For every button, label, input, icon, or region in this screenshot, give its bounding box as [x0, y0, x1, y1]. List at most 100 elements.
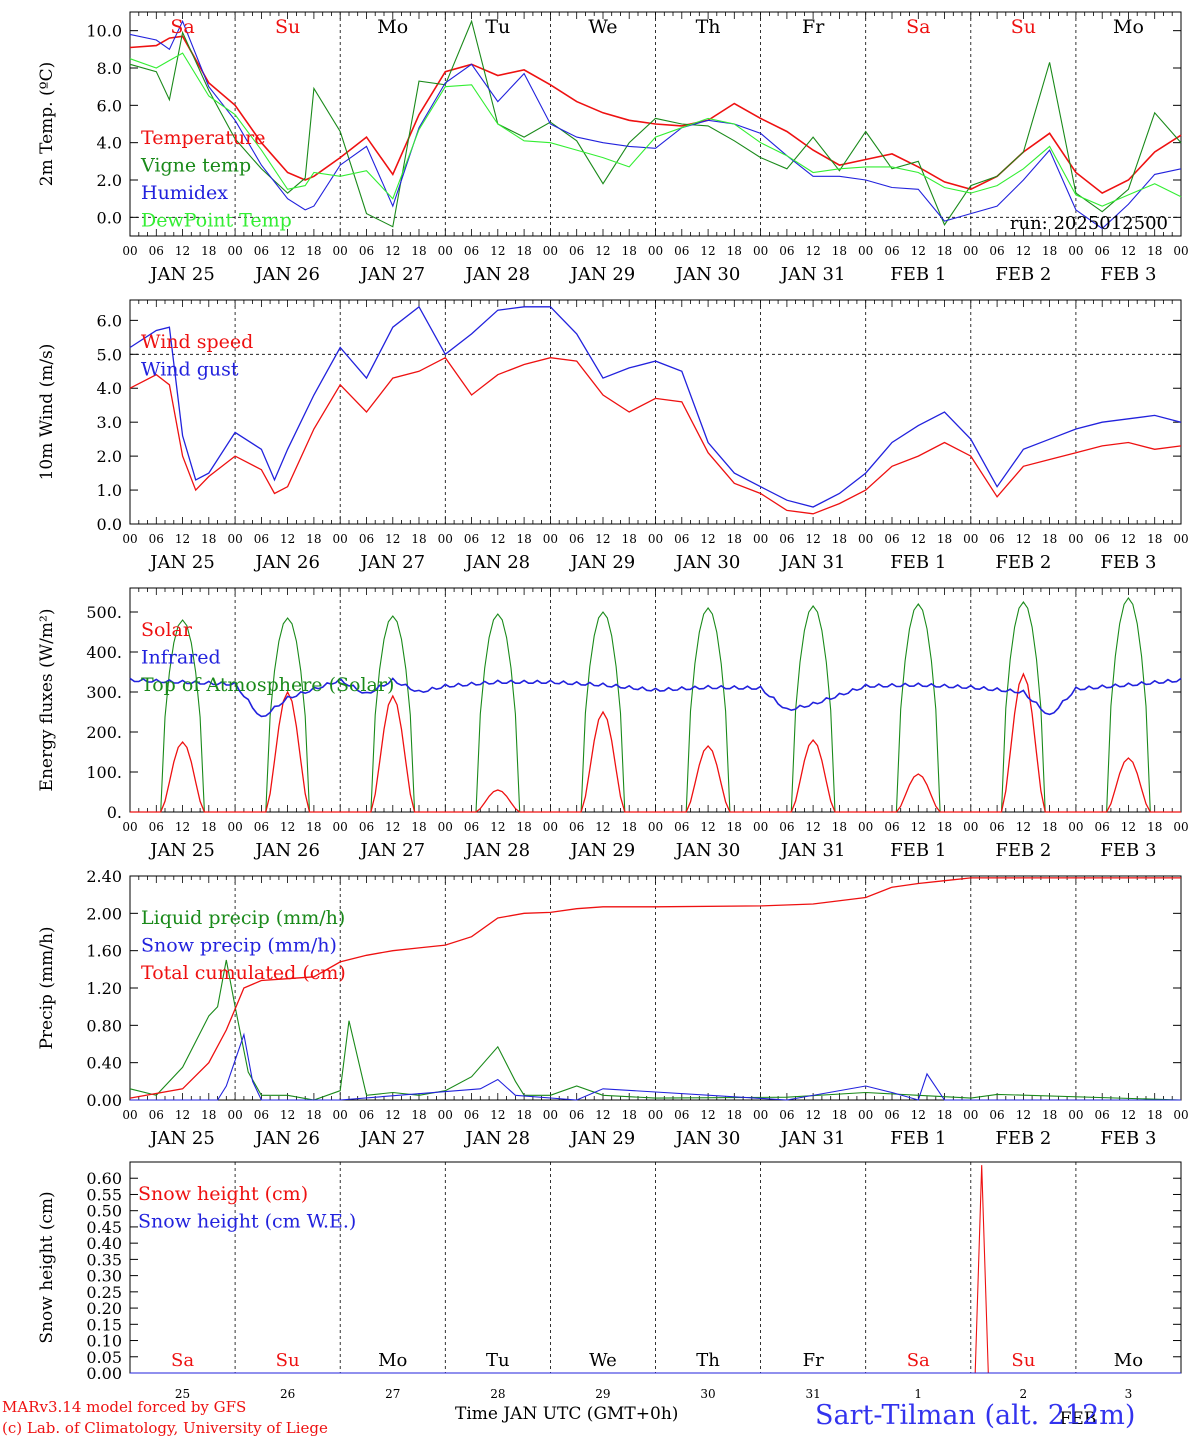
hour-label: 06 — [569, 532, 584, 546]
date-label: JAN 31 — [779, 264, 846, 285]
hour-label: 18 — [1042, 1108, 1057, 1122]
y-tick-label: 0.50 — [86, 1202, 122, 1221]
hour-label: 18 — [832, 532, 847, 546]
date-label: JAN 26 — [253, 552, 320, 573]
hour-label: 18 — [411, 532, 426, 546]
hour-label: 12 — [1121, 1108, 1136, 1122]
hour-label: 06 — [1095, 532, 1110, 546]
station-label: Sart-Tilman (alt. 212m) — [815, 1400, 1136, 1431]
hour-label: 12 — [1016, 820, 1031, 834]
hour-label: 18 — [937, 820, 952, 834]
weekday-label: We — [589, 1350, 617, 1371]
hour-label: 12 — [1016, 244, 1031, 258]
date-label: JAN 29 — [569, 1128, 636, 1149]
date-label: JAN 26 — [253, 264, 320, 285]
hour-label: 12 — [806, 820, 821, 834]
credit-lab: (c) Lab. of Climatology, University of L… — [2, 1419, 328, 1437]
hour-label: 00 — [1173, 244, 1188, 258]
hour-label: 06 — [359, 532, 374, 546]
series-line-solar — [130, 672, 1181, 813]
hour-label: 06 — [149, 820, 164, 834]
hour-label: 12 — [280, 532, 295, 546]
hour-label: 18 — [727, 1108, 742, 1122]
hour-label: 06 — [254, 244, 269, 258]
hour-label: 06 — [254, 532, 269, 546]
hour-label: 06 — [359, 244, 374, 258]
hour-label: 18 — [832, 1108, 847, 1122]
hour-label: 12 — [700, 532, 715, 546]
weekday-label: Mo — [378, 1350, 407, 1371]
weekday-label: Fr — [803, 1350, 824, 1371]
hour-label: 00 — [227, 532, 242, 546]
legend-entry: Humidex — [141, 182, 228, 204]
hour-label: 00 — [543, 532, 558, 546]
panel-frame-2 — [129, 299, 1182, 525]
hour-label: 12 — [911, 820, 926, 834]
hour-label: 06 — [1095, 244, 1110, 258]
hour-label: 18 — [937, 532, 952, 546]
series-line-humidex — [129, 19, 1182, 230]
hour-ticks — [129, 588, 1182, 812]
hour-label: 00 — [1068, 244, 1083, 258]
date-label: FEB 1 — [890, 1128, 946, 1149]
y-tick-label: 0.0 — [97, 208, 122, 227]
weekday-label: We — [588, 16, 617, 38]
y-tick-label: 4.0 — [97, 379, 122, 398]
legend-entry: Solar — [141, 619, 193, 641]
date-label: FEB 1 — [890, 840, 946, 861]
day-number-label: 27 — [385, 1387, 400, 1401]
weekday-label: Su — [1011, 16, 1036, 38]
date-label: FEB 3 — [1100, 264, 1156, 285]
y-axis-title: 2m Temp. (ºC) — [37, 62, 57, 187]
hour-label: 06 — [989, 1108, 1004, 1122]
hour-label: 00 — [858, 1108, 873, 1122]
y-tick-label: 1.60 — [86, 942, 122, 961]
hour-label: 12 — [175, 244, 190, 258]
hour-label: 00 — [1068, 820, 1083, 834]
hour-label: 06 — [464, 1108, 479, 1122]
series-line-dewpoint-temp — [129, 52, 1182, 207]
date-label: JAN 29 — [569, 840, 636, 861]
date-label: JAN 28 — [464, 552, 531, 573]
hour-label: 00 — [438, 244, 453, 258]
hour-label: 18 — [516, 244, 531, 258]
y-axis-title: Precip (mm/h) — [37, 926, 57, 1049]
hour-label: 12 — [1121, 532, 1136, 546]
hour-label: 18 — [306, 532, 321, 546]
y-tick-label: 0.0 — [97, 515, 122, 534]
hour-label: 06 — [884, 1108, 899, 1122]
hour-label: 18 — [306, 1108, 321, 1122]
day-number-label: 30 — [700, 1387, 715, 1401]
hour-label: 12 — [280, 1108, 295, 1122]
hour-label: 18 — [832, 820, 847, 834]
hour-label: 18 — [516, 1108, 531, 1122]
run-label: run: 2025012500 — [1010, 213, 1168, 234]
y-tick-label: 0.35 — [86, 1250, 122, 1269]
hour-label: 06 — [254, 820, 269, 834]
weekday-label: Mo — [377, 16, 408, 38]
date-label: FEB 2 — [995, 264, 1051, 285]
weekday-label: Tu — [486, 1350, 510, 1371]
y-tick-label: 0.55 — [86, 1185, 122, 1204]
weekday-label: Sa — [906, 16, 930, 38]
weekday-label: Th — [696, 16, 721, 38]
weekday-label: Sa — [907, 1350, 930, 1371]
hour-label: 00 — [858, 820, 873, 834]
legend-entry: Top of Atmosphere (Solar) — [141, 674, 394, 696]
y-tick-label: 10.0 — [86, 22, 122, 41]
day-number-label: 26 — [280, 1387, 295, 1401]
date-label: JAN 31 — [779, 1128, 846, 1149]
day-number-label: 2 — [1020, 1387, 1028, 1401]
y-tick-label: 0.80 — [86, 1016, 122, 1035]
date-label: JAN 27 — [358, 264, 425, 285]
hour-label: 06 — [989, 532, 1004, 546]
date-label: FEB 1 — [890, 264, 946, 285]
date-label: JAN 25 — [148, 264, 215, 285]
hour-label: 18 — [201, 532, 216, 546]
y-tick-label: 8.0 — [97, 59, 122, 78]
date-label: JAN 25 — [148, 840, 215, 861]
date-label: FEB 2 — [995, 552, 1051, 573]
hour-label: 06 — [359, 820, 374, 834]
hour-label: 00 — [1068, 532, 1083, 546]
legend-entry: Total cumulated (cm) — [141, 962, 346, 984]
